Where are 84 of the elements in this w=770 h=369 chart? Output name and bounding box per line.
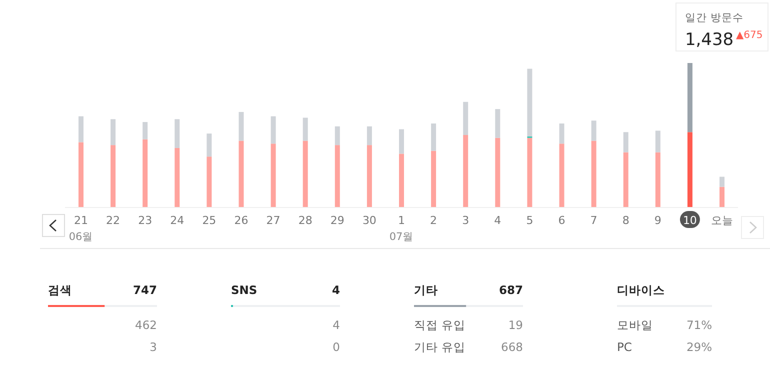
x-tick-label: 1 [398,214,405,227]
text: 462 [135,318,157,332]
x-tick-label: 3 [462,214,470,227]
bar [270,144,276,207]
x-tick-label: 9 [654,214,662,227]
x-tick-label: 2 [430,214,438,227]
category-label: 기타 유입 [414,340,466,354]
x-tick-label: 29 [330,214,344,227]
x-tick-label: 24 [170,214,184,227]
bar [463,102,468,135]
text: 29% [686,340,712,354]
bar [431,123,436,151]
bar [142,139,148,207]
bar [623,152,628,207]
bar [559,123,564,144]
bar [366,126,372,146]
category-label: 디바이스 [617,283,665,297]
bar [302,140,308,207]
text: 06월 [68,231,94,243]
bar [238,140,244,207]
bar [495,109,500,138]
category-label: 검색 [48,283,72,297]
bar [591,120,596,141]
category-label: PC [617,340,632,354]
bar [78,142,84,207]
bar [687,63,692,132]
x-tick-label: 10 [682,214,697,227]
bar [495,138,500,207]
text: 747 [132,283,157,297]
bar [431,150,436,207]
x-tick-label: 7 [590,214,598,227]
x-tick-label: 22 [106,214,120,227]
x-tick-label: 25 [202,214,216,227]
bar [238,112,244,141]
bar [527,68,532,136]
x-tick-label: 27 [266,214,280,227]
x-tick-label: 8 [622,214,630,227]
x-tick-label: 4 [494,214,502,227]
bar [110,145,116,207]
category-label: 직접 유입 [414,318,466,332]
bar [687,132,692,207]
x-tick-label: 5 [526,214,534,227]
bar [655,152,660,207]
text: 4 [332,318,340,332]
bar [78,116,84,142]
bar [559,144,564,207]
bar [366,145,372,207]
bar [142,122,148,140]
bar [463,135,468,207]
x-tick-label: 28 [298,214,312,227]
bar [110,119,116,146]
bar [655,130,660,152]
x-tick-label: 6 [558,214,566,227]
category-label: 기타 [414,283,438,297]
bar [206,156,212,207]
category-label: SNS [231,283,258,297]
bar [174,148,180,207]
text: 71% [686,318,712,332]
x-tick-label: 21 [74,214,88,227]
x-tick-label: 23 [138,214,152,227]
x-tick-label: 30 [362,214,376,227]
bar [174,119,180,148]
bar [334,145,340,207]
bar [270,116,276,144]
bar [720,176,724,187]
text: 687 [498,283,523,297]
text: 668 [501,340,523,354]
bar [591,140,596,207]
bar [302,118,308,141]
x-tick-label: 오늘 [711,214,733,227]
text: 0 [332,340,340,354]
text: 4 [332,283,340,297]
bar [399,129,404,154]
bar [206,134,212,157]
bar [527,138,532,207]
text: 07월 [389,231,414,243]
category-label: 모바일 [617,318,653,332]
text: 19 [508,318,523,332]
bar [623,132,628,152]
text: 3 [150,340,157,354]
bar [399,154,404,207]
bar [720,186,724,207]
bar [334,126,340,146]
x-tick-label: 26 [234,214,248,227]
